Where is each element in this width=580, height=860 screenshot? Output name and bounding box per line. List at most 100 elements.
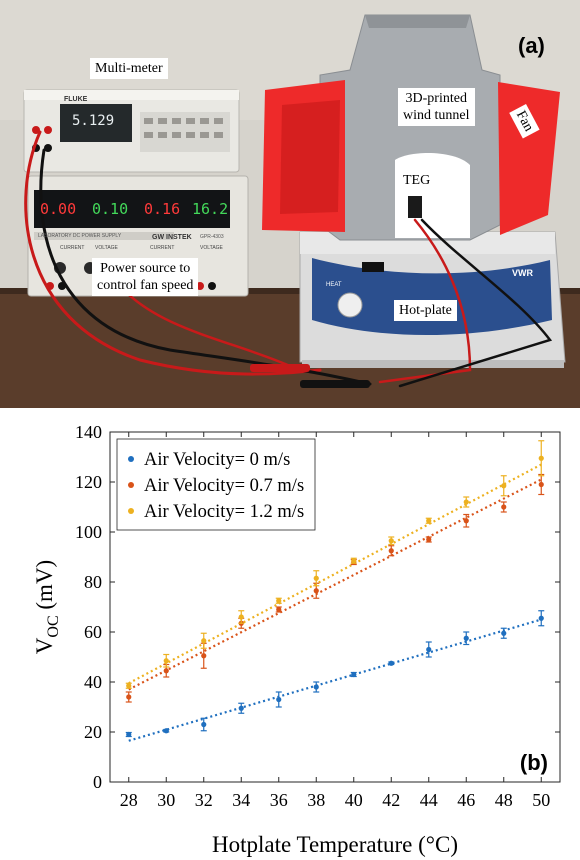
hotplate-brand: VWR [512,268,533,278]
callout-power-source: Power source to control fan speed [92,258,199,296]
x-tick-label: 32 [195,790,213,810]
callout-wind-tunnel: 3D-printed wind tunnel [398,88,475,126]
psu-label-3: CURRENT [150,245,175,251]
y-tick-label: 60 [84,622,102,642]
x-tick-label: 50 [532,790,550,810]
legend: Air Velocity= 0 m/s Air Velocity= 0.7 m/s… [128,450,304,522]
x-tick-label: 30 [157,790,175,810]
data-point [388,660,394,666]
x-tick-label: 28 [120,790,138,810]
psu-label-4: VOLTAGE [200,245,223,251]
legend-marker [128,456,134,462]
y-axis-ticks: 0 20 40 60 80 100 120 140 [75,422,560,792]
data-point [201,721,207,728]
data-point [276,598,282,604]
data-points [125,440,545,738]
cables [24,130,553,388]
hotplate-knob-label: HEAT [326,282,342,288]
data-point [538,455,544,461]
data-point [201,638,207,644]
x-axis-label: Hotplate Temperature (°C) [212,832,458,857]
data-point [351,558,357,564]
data-point [501,504,507,510]
multimeter-brand: FLUKE [64,96,88,103]
fit-lines [128,463,542,742]
data-point [126,731,132,738]
data-point [501,483,507,489]
y-tick-label: 20 [84,722,102,742]
x-tick-label: 38 [307,790,325,810]
data-point [201,653,207,659]
legend-label: Air Velocity= 0 m/s [144,450,290,470]
y-axis-label-unit: (mV) [32,560,57,616]
fit-line-series-1 [128,478,542,691]
data-point [126,694,132,700]
psu-display-3: 0.16 [144,200,181,218]
y-tick-label: 140 [75,422,102,442]
legend-marker [128,482,134,488]
psu-display-4: 16.2 [192,200,229,218]
y-tick-label: 100 [75,522,102,542]
data-point [163,668,169,674]
x-tick-label: 40 [345,790,363,810]
y-tick-label: 0 [93,772,102,792]
x-tick-label: 34 [232,790,250,810]
data-point [238,614,244,620]
data-point [313,575,319,581]
panel-label-b: (b) [520,750,548,775]
legend-box [116,438,316,531]
data-point [276,606,282,613]
data-point [388,538,394,544]
callout-multimeter: Multi-meter [90,58,168,79]
y-axis-label-sub: OC [45,615,62,637]
legend-label: Air Velocity= 1.2 m/s [144,502,304,522]
data-point [426,518,432,524]
panel-label-a: (a) [518,33,545,58]
y-tick-label: 120 [75,472,102,492]
data-point [238,705,244,711]
y-tick-label: 80 [84,572,102,592]
data-point [426,536,432,543]
x-tick-label: 48 [495,790,513,810]
data-point [351,671,357,678]
y-axis-label: VOC (mV) [32,560,62,654]
legend-marker [128,508,134,514]
data-point [126,683,132,689]
fit-line-series-0 [128,618,542,742]
data-point [313,684,319,690]
table-edge [0,288,580,294]
data-point [463,499,469,505]
x-tick-label: 44 [420,790,438,810]
multimeter-display-reading: 5.129 [72,113,115,129]
data-point [538,615,544,621]
y-tick-label: 40 [84,672,102,692]
psu-model: GPR-4303 [200,234,224,240]
psu-brand: GW INSTEK [152,234,192,241]
x-tick-label: 36 [270,790,288,810]
data-point [426,646,432,653]
psu-display-1: 0.00 [40,200,77,218]
data-point [276,696,282,703]
data-point [463,635,469,641]
callout-hotplate: Hot-plate [394,300,457,321]
data-point [313,588,319,594]
x-tick-label: 42 [382,790,400,810]
legend-label: Air Velocity= 0.7 m/s [144,476,304,496]
data-point [388,548,394,554]
red-fan-housing [262,80,560,235]
data-point [538,481,544,488]
data-point [163,658,169,664]
x-tick-label: 46 [457,790,475,810]
data-point [501,630,507,636]
multimeter [23,89,240,173]
psu-title: LABORATORY DC POWER SUPPLY [38,233,122,239]
wind-tunnel [319,14,501,241]
data-point [163,728,169,734]
voc-vs-temperature-chart: 28 30 32 34 36 38 40 42 44 46 48 50 0 20 40 60 80 100 120… [0,408,580,860]
experimental-setup-photo [0,0,580,408]
psu-label-1: CURRENT [60,245,85,251]
data-point [463,518,469,524]
psu-label-2: VOLTAGE [95,245,118,251]
x-axis-ticks: 28 30 32 34 36 38 40 42 44 46 48 50 [120,432,550,810]
psu-display-2: 0.10 [92,200,129,218]
